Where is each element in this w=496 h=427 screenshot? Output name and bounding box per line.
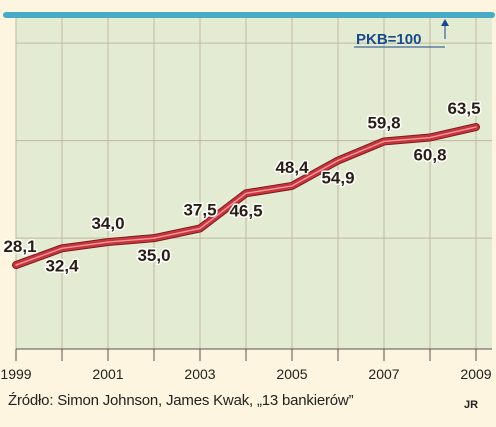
data-label-2000: 32,4 [45,256,79,275]
data-label-2004: 46,5 [229,201,262,220]
data-label-2006: 54,9 [321,169,354,188]
data-label-2002: 35,0 [137,246,170,265]
reference-label: PKB=100 [356,31,421,48]
x-tick-label-2001: 2001 [92,366,123,382]
series-line [12,123,480,270]
data-label-2008: 60,8 [413,146,446,165]
series-line-highlight [15,126,477,266]
reference-marker-arrow [441,19,449,26]
data-label-1999: 28,1 [3,237,36,256]
x-tick-label-2007: 2007 [368,366,399,382]
data-label-2001: 34,0 [91,214,124,233]
x-tick-label-2005: 2005 [276,366,307,382]
x-tick-label-1999: 1999 [0,366,31,382]
x-ticks [15,349,477,361]
x-tick-label-2003: 2003 [184,366,215,382]
data-label-2005: 48,4 [275,158,309,177]
data-label-2009: 63,5 [447,99,480,118]
data-label-2007: 59,8 [367,113,400,132]
grid-vertical [15,18,477,349]
plot-area [16,16,492,349]
x-tick-labels: 1999 2001 2003 2005 2007 2009 [0,366,491,382]
data-labels: 28,1 32,4 34,0 35,0 37,5 46,5 48,4 54,9 59,8 60,8… [2,98,482,277]
x-tick-label-2009: 2009 [460,366,491,382]
data-label-2003: 37,5 [183,200,216,219]
source-note: Źródło: Simon Johnson, James Kwak, „13 b… [8,392,354,409]
author-initials: JR [464,399,479,411]
